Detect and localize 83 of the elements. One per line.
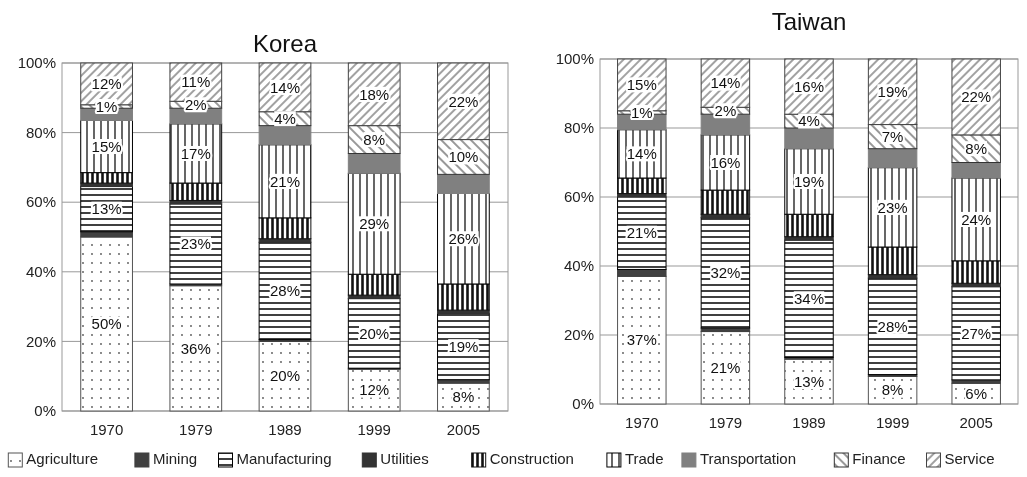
data-label: 4% — [274, 109, 296, 127]
data-label: 21% — [626, 224, 657, 242]
data-label: 22% — [961, 88, 992, 106]
data-label: 8% — [965, 139, 988, 157]
data-label: 12% — [91, 75, 122, 93]
legend-label: Mining — [152, 450, 198, 467]
y-tick-label: 80% — [25, 123, 56, 141]
data-label: 2% — [184, 96, 207, 114]
data-label: 10% — [448, 148, 479, 166]
data-label: 36% — [180, 339, 211, 357]
data-label: 24% — [961, 210, 992, 228]
data-label: 32% — [710, 264, 741, 282]
data-label: 19% — [877, 83, 908, 101]
data-label: 23% — [877, 198, 908, 216]
x-tick-label: 1979 — [179, 421, 213, 438]
data-label: 14% — [626, 145, 657, 163]
chart-title: Korea — [252, 30, 318, 57]
y-tick-label: 40% — [25, 263, 56, 281]
x-tick-label: 1970 — [89, 421, 124, 438]
x-tick-label: 1970 — [625, 414, 659, 431]
legend-label: Transportation — [699, 450, 797, 467]
data-label: 26% — [448, 229, 479, 247]
legend-label: Construction — [489, 450, 574, 467]
data-label: 16% — [793, 77, 825, 95]
legend-label: Manufacturing — [236, 450, 332, 467]
data-label: 19% — [793, 172, 825, 190]
data-label: 13% — [793, 372, 825, 390]
y-tick-label: 20% — [563, 326, 594, 344]
x-tick-label: 2005 — [959, 414, 993, 431]
legend-label: Finance — [852, 450, 906, 467]
data-label: 8% — [452, 388, 475, 406]
data-label: 20% — [359, 324, 390, 342]
y-tick-label: 60% — [563, 188, 594, 206]
x-tick-label: 1989 — [268, 421, 302, 438]
y-tick-label: 20% — [25, 332, 56, 350]
data-label: 17% — [180, 144, 211, 162]
data-label: 28% — [269, 282, 301, 300]
chart-title: Taiwan — [771, 8, 847, 35]
data-label: 27% — [961, 324, 992, 342]
data-label: 21% — [269, 172, 301, 190]
y-tick-label: 60% — [25, 193, 56, 211]
y-tick-label: 100% — [17, 54, 56, 72]
data-label: 19% — [448, 337, 479, 355]
data-label: 15% — [91, 137, 122, 155]
data-label: 50% — [91, 315, 122, 333]
y-tick-label: 0% — [572, 395, 594, 413]
data-label: 8% — [363, 130, 386, 148]
data-label: 8% — [881, 381, 904, 399]
data-label: 11% — [181, 73, 211, 91]
data-label: 34% — [793, 290, 825, 308]
legend-label: Service — [944, 450, 995, 467]
y-tick-label: 0% — [34, 402, 56, 420]
data-label: 29% — [359, 215, 390, 233]
legend-label: Utilities — [380, 450, 429, 467]
legend-label: Trade — [624, 450, 664, 467]
data-label: 14% — [710, 74, 741, 92]
data-label: 15% — [626, 76, 657, 94]
x-tick-label: 1989 — [792, 414, 826, 431]
y-tick-label: 80% — [563, 119, 594, 137]
data-label: 18% — [359, 85, 390, 103]
legend-label: Agriculture — [26, 450, 98, 467]
data-label: 28% — [877, 317, 908, 335]
data-label: 4% — [798, 112, 820, 130]
data-label: 21% — [710, 359, 741, 377]
data-label: 23% — [180, 235, 211, 253]
x-tick-label: 1999 — [875, 414, 910, 431]
data-label: 22% — [448, 92, 479, 110]
y-tick-label: 40% — [563, 257, 594, 275]
data-label: 13% — [91, 200, 122, 218]
data-label: 6% — [965, 384, 988, 402]
data-label: 1% — [95, 97, 118, 115]
data-label: 1% — [630, 103, 653, 121]
data-label: 12% — [359, 381, 390, 399]
data-label: 14% — [269, 78, 301, 96]
x-tick-label: 1999 — [357, 421, 391, 438]
data-label: 37% — [626, 331, 657, 349]
data-label: 7% — [881, 127, 904, 145]
data-label: 2% — [714, 102, 737, 119]
data-label: 16% — [710, 153, 741, 171]
data-label: 20% — [269, 367, 301, 385]
y-tick-label: 100% — [555, 50, 594, 68]
x-tick-label: 2005 — [446, 421, 481, 438]
x-tick-label: 1979 — [708, 414, 743, 431]
